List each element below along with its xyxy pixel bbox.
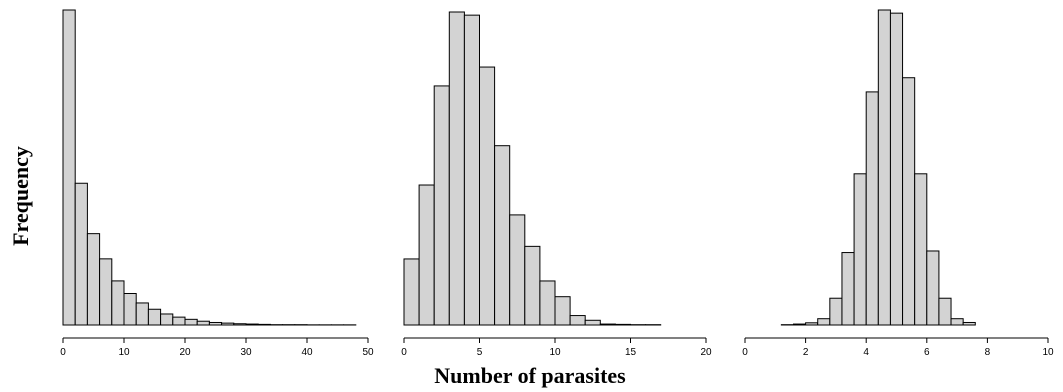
histogram-bar [448,11,465,326]
x-tick-label: 4 [863,347,869,358]
histogram-bar [160,313,174,326]
histogram-bar [62,9,76,326]
histogram-bar [403,258,420,326]
histogram-bar [841,252,855,326]
histogram-bar [889,12,904,326]
x-tick-label: 10 [1042,347,1054,358]
histogram-bar [111,280,125,326]
histogram-bar [509,214,526,326]
histogram-bar [524,245,541,326]
histogram-bar [829,297,843,326]
histogram-bar [74,182,88,326]
histogram-bar [479,66,496,326]
histogram-bar [494,145,511,326]
histogram-bar [99,258,113,326]
histogram-bar [184,318,198,326]
x-tick-label: 0 [401,347,407,358]
histogram-bar [233,323,247,326]
histogram-bar [865,91,879,326]
x-tick-label: 0 [742,347,748,358]
x-tick-label: 8 [985,347,991,358]
histogram-bar [539,280,556,326]
x-tick-label: 20 [179,347,191,358]
x-tick-label: 10 [118,347,130,358]
histogram-bar [614,323,632,326]
histogram-bar [805,322,819,326]
histogram-bar [569,315,586,326]
histogram-bar [123,293,137,326]
x-tick-label: 0 [60,347,66,358]
histogram-bar [196,320,210,326]
histogram-bar [817,318,831,326]
x-tick-label: 30 [240,347,252,358]
histogram-bar [257,323,271,326]
x-tick-label: 50 [362,347,374,358]
histogram-bar [914,173,928,326]
x-tick-label: 10 [549,347,561,358]
histogram-bar [584,319,601,326]
histogram-bar [853,173,867,326]
y-axis-label: Frequency [8,146,33,246]
x-tick-label: 20 [700,347,712,358]
histogram-bar [938,297,952,326]
histogram-bar [877,9,891,326]
histogram-bar [792,323,807,326]
histogram-bar [902,77,916,326]
histogram-bar [86,233,101,326]
histogram-bar [950,318,964,326]
x-tick-label: 2 [803,347,809,358]
histogram-bar [147,308,162,326]
histogram-bar [172,316,186,326]
histogram-bar [554,296,571,326]
histogram-bar [245,323,259,326]
x-axis-label: Number of parasites [434,363,626,388]
histogram-panel-3: 0 2 4 6 8 10 [742,9,1054,358]
histogram-bar [135,302,149,326]
histogram-bar [962,321,976,326]
histogram-bar [463,14,480,326]
histogram-bar [208,321,223,326]
x-tick-label: 5 [477,347,483,358]
x-tick-label: 40 [301,347,313,358]
histogram-bar [418,184,435,326]
histogram-panel-1: 0 10 20 30 40 50 [60,9,374,358]
histogram-bar [926,250,940,326]
x-tick-label: 6 [924,347,930,358]
histogram-panel-2: 0 5 10 15 20 [401,11,712,358]
histogram-bar [599,323,616,326]
histogram-bar [433,85,450,326]
x-tick-label: 15 [625,347,637,358]
histogram-bar [221,322,235,326]
